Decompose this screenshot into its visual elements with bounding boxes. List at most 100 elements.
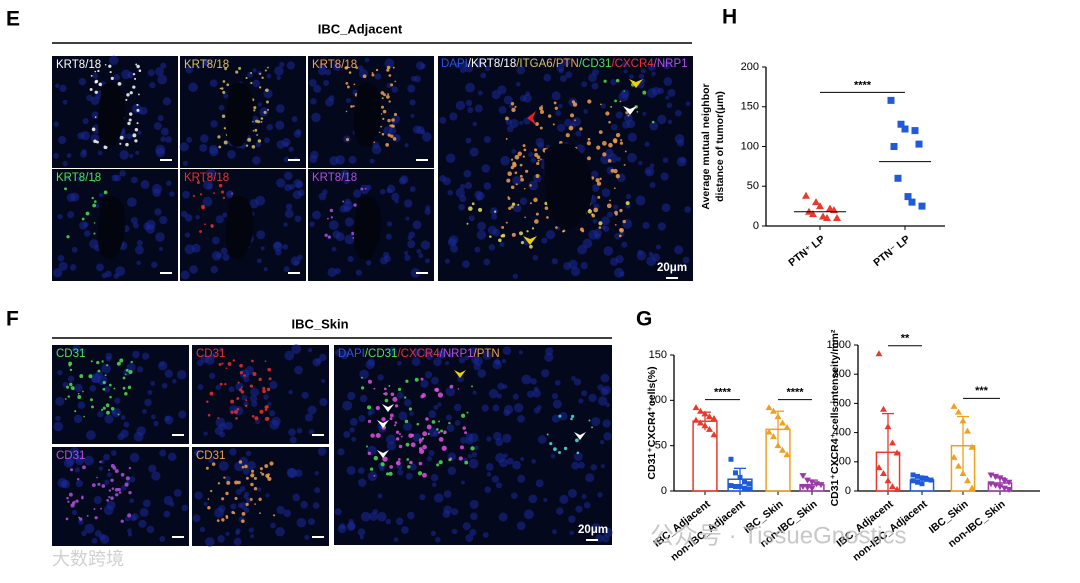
nucleus: [75, 479, 83, 488]
signal: [607, 159, 612, 163]
signal: [109, 383, 112, 387]
data-point: [799, 473, 807, 480]
gland-lumen: [353, 82, 382, 147]
signal: [393, 112, 398, 117]
signal: [636, 111, 639, 113]
nucleus: [530, 378, 537, 385]
signal: [82, 465, 86, 470]
signal: [257, 139, 262, 143]
data-point: [808, 485, 816, 492]
signal: [237, 381, 240, 384]
nucleus: [323, 79, 330, 87]
nucleus: [308, 78, 317, 87]
nucleus: [158, 361, 168, 371]
nucleus: [285, 203, 293, 211]
signal: [464, 431, 468, 435]
nucleus: [84, 523, 95, 534]
signal: [104, 374, 107, 377]
signal: [366, 445, 369, 448]
signal: [91, 196, 94, 200]
gland-lumen: [353, 195, 382, 260]
nucleus: [385, 518, 392, 525]
signal: [202, 180, 205, 183]
nucleus: [561, 57, 571, 67]
signal: [525, 169, 529, 173]
signal: [466, 411, 469, 414]
signal: [101, 360, 104, 363]
nucleus: [155, 232, 165, 242]
signal: [342, 200, 345, 203]
signal: [470, 446, 475, 451]
nucleus: [169, 191, 175, 197]
nucleus: [237, 502, 244, 509]
signal: [575, 438, 579, 443]
nucleus: [263, 89, 273, 99]
signal: [431, 420, 436, 424]
signal: [514, 105, 517, 108]
nucleus: [203, 180, 213, 190]
nucleus: [641, 78, 646, 84]
nucleus: [602, 385, 611, 395]
nucleus: [403, 250, 409, 256]
y-tick-label: 800: [833, 368, 851, 380]
signal: [506, 178, 511, 183]
signal: [265, 88, 269, 92]
signal: [346, 85, 350, 89]
signal: [92, 203, 97, 208]
nucleus: [582, 238, 593, 249]
signal: [105, 403, 110, 408]
signal: [375, 433, 381, 438]
data-point: [959, 469, 967, 476]
data-point: [880, 469, 887, 476]
nucleus: [483, 136, 491, 144]
signal: [593, 207, 599, 213]
signal: [219, 87, 222, 90]
data-point: [911, 127, 919, 135]
signal: [619, 208, 623, 213]
signal: [254, 128, 258, 132]
nucleus: [590, 464, 597, 471]
nucleus: [364, 57, 370, 63]
signal: [408, 407, 413, 411]
nucleus: [673, 268, 678, 273]
signal: [225, 367, 228, 370]
signal: [571, 100, 576, 104]
data-point: [908, 198, 916, 206]
signal: [394, 80, 397, 83]
nucleus: [62, 160, 68, 167]
signal: [591, 426, 593, 429]
nucleus: [283, 171, 293, 181]
nucleus: [110, 450, 117, 456]
nucleus: [627, 132, 638, 142]
watermark: 大数跨境: [52, 549, 124, 569]
nucleus: [309, 155, 318, 164]
nucleus: [185, 65, 194, 74]
nucleus: [295, 129, 302, 135]
nucleus: [55, 415, 61, 422]
nucleus: [532, 389, 541, 398]
nucleus: [457, 375, 465, 383]
arrowhead: [377, 420, 389, 428]
y-tick-label: 50: [747, 180, 759, 192]
signal: [250, 71, 253, 74]
nucleus: [126, 528, 132, 534]
nucleus: [209, 372, 216, 380]
signal: [267, 108, 269, 111]
nucleus: [621, 61, 628, 68]
nucleus: [159, 449, 167, 457]
signal: [79, 374, 84, 379]
signal: [514, 154, 520, 160]
x-tick-label: PTN⁺ LP: [786, 233, 827, 269]
nucleus: [613, 204, 619, 210]
nucleus: [581, 81, 588, 88]
data-point: [746, 486, 752, 492]
nucleus: [195, 215, 200, 220]
signal: [407, 465, 411, 469]
signal: [387, 118, 391, 123]
signal: [524, 216, 527, 219]
signal: [355, 66, 359, 70]
signal: [526, 230, 529, 233]
nucleus: [666, 102, 673, 109]
signal: [373, 474, 376, 477]
nucleus: [157, 115, 164, 122]
